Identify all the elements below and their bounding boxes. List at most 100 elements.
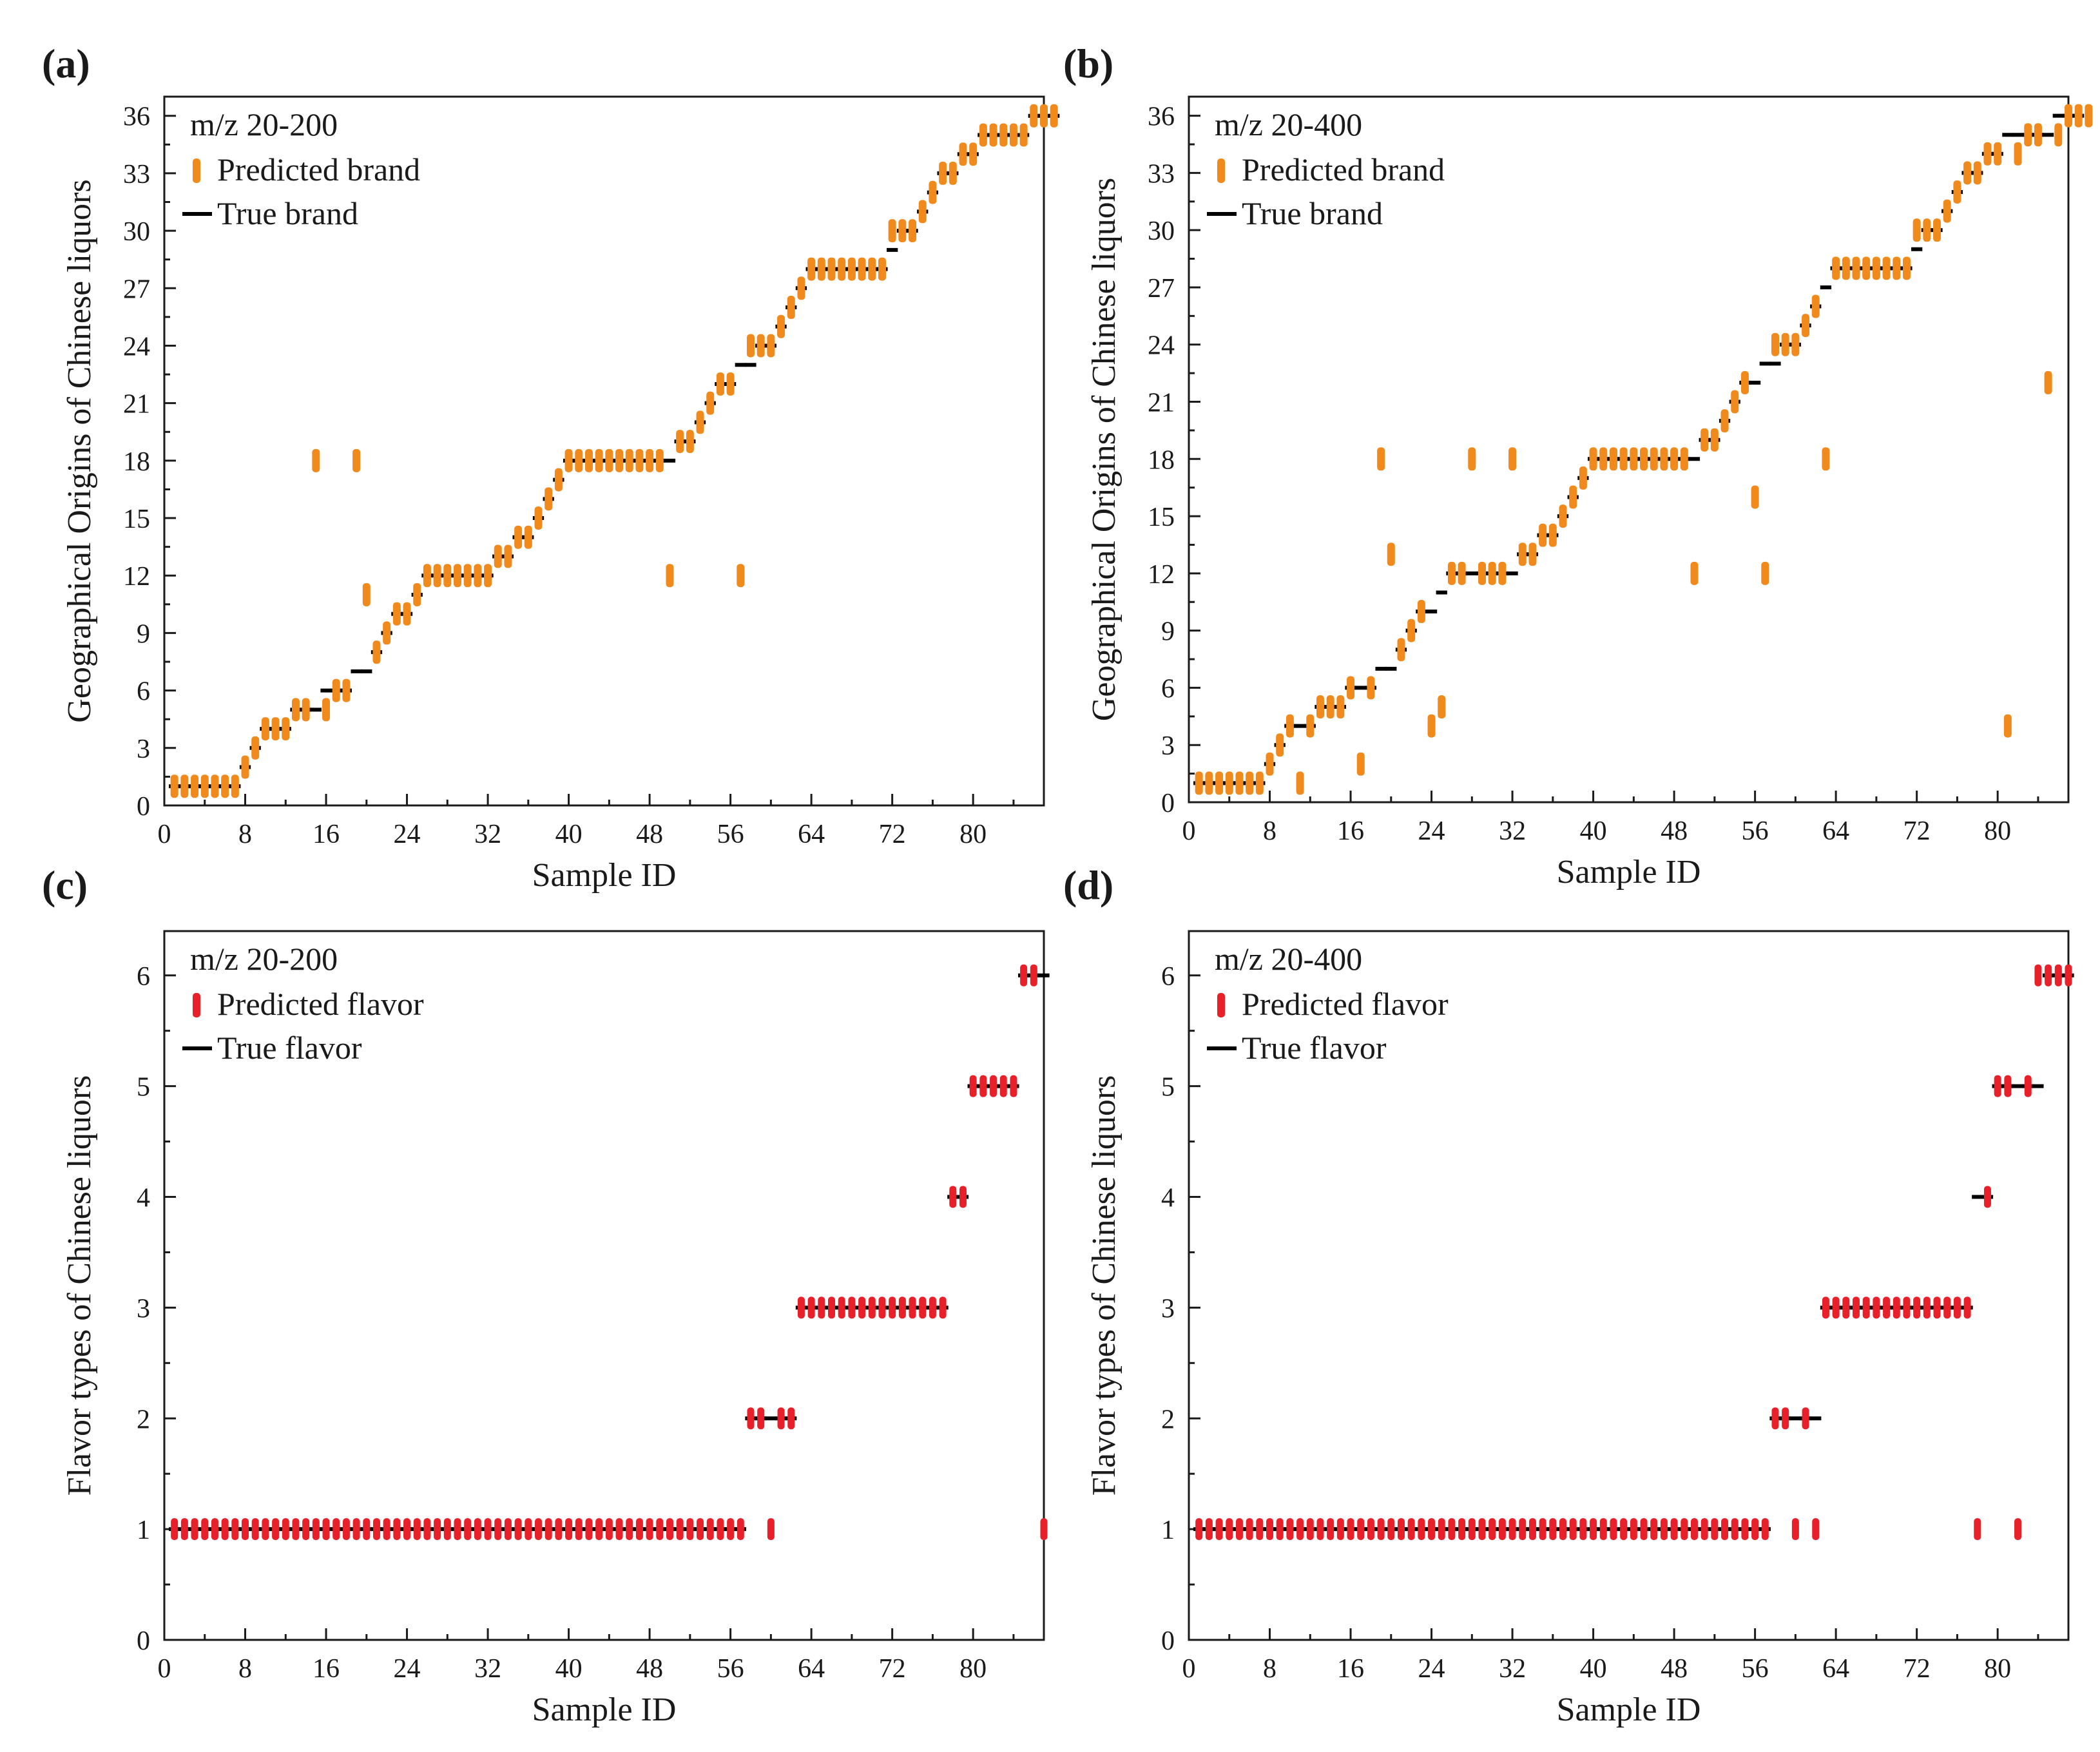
predicted-marker	[1983, 1186, 1991, 1208]
panel-a: (a)0 8 16 24 32 40 48 56 64 72 8003691215182124273…	[42, 41, 1060, 894]
x-tick-label: 64	[1822, 816, 1849, 846]
predicted-marker	[584, 448, 593, 472]
predicted-marker	[1893, 1296, 1900, 1319]
predicted-marker	[918, 200, 927, 224]
predicted-marker	[1050, 104, 1058, 128]
predicted-marker	[1994, 1075, 2001, 1097]
predicted-marker	[1316, 1518, 1324, 1541]
x-tick-label: 64	[1822, 1654, 1849, 1684]
predicted-marker	[605, 1518, 613, 1541]
predicted-marker	[1650, 1518, 1658, 1541]
predicted-marker	[1852, 256, 1860, 280]
predicted-marker	[191, 1518, 198, 1541]
predicted-marker	[1994, 142, 2002, 166]
predicted-marker	[2034, 964, 2042, 987]
predicted-marker	[484, 564, 492, 588]
predicted-marker	[1923, 1296, 1931, 1319]
predicted-marker	[534, 506, 543, 530]
predicted-marker	[1740, 371, 1749, 394]
predicted-marker	[363, 1518, 371, 1541]
predicted-marker	[1710, 428, 1719, 452]
predicted-marker	[282, 717, 290, 741]
predicted-marker	[747, 1407, 755, 1430]
predicted-marker	[1589, 447, 1597, 471]
predicted-marker	[372, 640, 381, 664]
predicted-marker	[868, 1296, 876, 1319]
predicted-marker	[1347, 1518, 1354, 1541]
predicted-marker	[999, 1075, 1007, 1097]
predicted-marker	[1266, 1518, 1274, 1541]
predicted-marker	[2024, 123, 2032, 147]
x-tick-label: 48	[1661, 816, 1688, 846]
x-tick-label: 0	[1182, 1654, 1196, 1684]
predicted-marker	[443, 1518, 451, 1541]
predicted-marker	[1387, 1518, 1395, 1541]
predicted-marker	[1498, 561, 1507, 585]
predicted-marker	[1030, 104, 1038, 128]
x-tick-label: 16	[1337, 1654, 1364, 1684]
predicted-marker	[999, 123, 1008, 147]
predicted-marker	[878, 1296, 886, 1319]
predicted-marker	[1620, 1518, 1628, 1541]
legend-true-label: True brand	[217, 195, 358, 231]
predicted-marker	[1579, 466, 1587, 490]
x-tick-label: 56	[1742, 816, 1769, 846]
predicted-marker	[1327, 1518, 1334, 1541]
x-tick-label: 8	[1263, 816, 1276, 846]
predicted-marker	[929, 1296, 936, 1319]
predicted-marker	[1670, 447, 1679, 471]
legend-predicted-label: Predicted flavor	[217, 986, 424, 1022]
predicted-marker	[1913, 1296, 1921, 1319]
predicted-marker	[1761, 561, 1769, 585]
predicted-marker	[1731, 390, 1739, 414]
predicted-marker	[372, 1518, 380, 1541]
x-tick-label: 64	[798, 820, 825, 849]
predicted-marker	[211, 1518, 218, 1541]
predicted-marker	[1963, 161, 1972, 185]
predicted-marker	[555, 1518, 563, 1541]
predicted-marker	[180, 775, 189, 798]
x-tick-label: 0	[158, 1654, 171, 1684]
predicted-marker	[1356, 752, 1365, 776]
predicted-marker	[777, 1407, 785, 1430]
y-axis-title: Geographical Origins of Chinese liquors	[61, 179, 98, 722]
predicted-marker	[1336, 1518, 1344, 1541]
predicted-marker	[514, 525, 523, 549]
x-tick-label: 24	[1418, 1654, 1445, 1684]
predicted-marker	[1498, 1518, 1506, 1541]
panel-label: (d)	[1063, 862, 1113, 908]
x-tick-label: 40	[555, 1654, 583, 1684]
predicted-marker	[1680, 447, 1688, 471]
x-tick-label: 80	[1984, 1654, 2011, 1684]
predicted-marker	[1326, 695, 1334, 719]
predicted-marker	[1347, 676, 1355, 700]
y-tick-label: 15	[123, 505, 150, 534]
predicted-marker	[979, 1075, 987, 1097]
predicted-marker	[635, 448, 644, 472]
predicted-marker	[1428, 1518, 1436, 1541]
predicted-marker	[1397, 1518, 1405, 1541]
predicted-marker	[1670, 1518, 1678, 1541]
x-tick-label: 8	[1263, 1654, 1276, 1684]
predicted-marker	[2034, 123, 2042, 147]
predicted-marker	[1438, 695, 1446, 719]
predicted-marker	[221, 1518, 229, 1541]
predicted-marker	[2054, 123, 2063, 147]
predicted-marker	[1357, 1518, 1365, 1541]
predicted-marker	[1548, 523, 1557, 547]
predicted-marker	[686, 430, 694, 454]
predicted-marker	[2085, 104, 2093, 128]
predicted-marker	[686, 1518, 694, 1541]
predicted-marker	[383, 1518, 390, 1541]
predicted-marker	[747, 334, 755, 358]
predicted-marker	[1040, 1518, 1048, 1541]
predicted-marker	[868, 257, 876, 281]
predicted-marker	[1700, 1518, 1708, 1541]
predicted-marker	[494, 544, 502, 568]
predicted-marker	[1539, 1518, 1546, 1541]
x-tick-label: 8	[238, 1654, 252, 1684]
predicted-marker	[1478, 1518, 1486, 1541]
predicted-marker	[737, 564, 745, 588]
predicted-marker	[909, 219, 917, 243]
